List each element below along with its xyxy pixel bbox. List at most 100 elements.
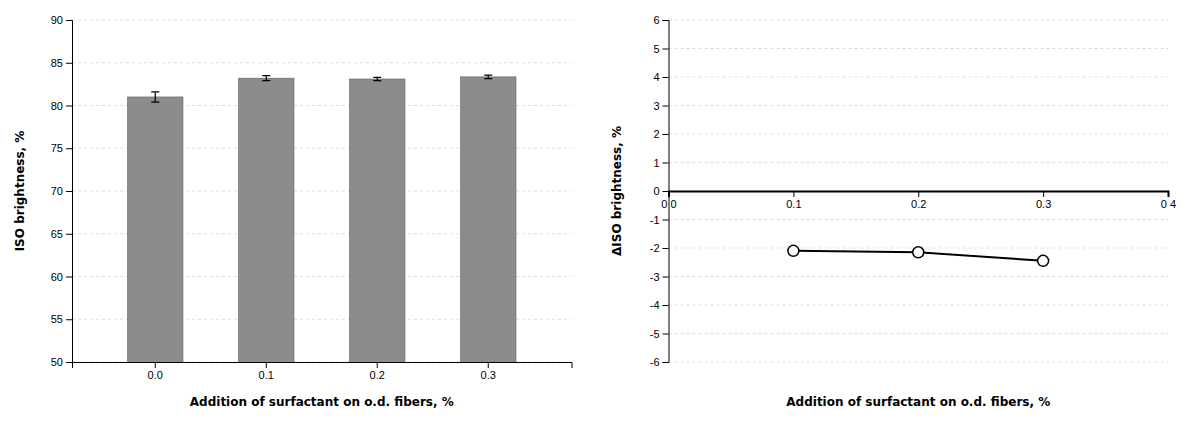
tick: 1 [653, 157, 668, 169]
y-axis-title: ISO brightness, % [13, 131, 27, 252]
grid-line [669, 305, 1169, 306]
tick-label: 1 [653, 157, 659, 169]
tick-mark [155, 362, 156, 368]
tick-mark [663, 134, 669, 135]
tick-mark [66, 277, 72, 278]
tick-label: 0.1 [786, 198, 801, 210]
tick: 0.1 [786, 191, 801, 210]
tick: -1 [650, 214, 669, 226]
tick: 0.2 [370, 362, 385, 381]
panel: 0 00.10.20.30 4-6-5-4-3-2-10123456Additi… [610, 14, 1177, 409]
error-bar [262, 76, 270, 81]
tick: 0.1 [259, 362, 274, 381]
tick: 90 [51, 14, 72, 26]
error-bar [373, 77, 381, 80]
tick-label: 50 [51, 356, 63, 368]
bar [350, 79, 406, 362]
tick: 65 [51, 228, 72, 240]
tick-label: 60 [51, 271, 63, 283]
tick-mark [66, 63, 72, 64]
tick-mark [377, 362, 378, 368]
tick: 85 [51, 57, 72, 69]
tick: -4 [650, 299, 669, 311]
tick: 0 4 [1161, 191, 1176, 210]
grid-line [669, 219, 1169, 220]
tick-mark [663, 49, 669, 50]
bar [239, 78, 295, 362]
tick: 80 [51, 100, 72, 112]
tick-label: -2 [650, 242, 660, 254]
tick-mark [488, 362, 489, 368]
tick-mark [66, 191, 72, 192]
grid-line [669, 362, 1169, 363]
panel: 0.00.10.20.3505560657075808590Addition o… [13, 14, 572, 424]
figure: 0.00.10.20.3505560657075808590Addition o… [0, 0, 1193, 424]
tick-mark [663, 277, 669, 278]
tick: 55 [51, 313, 72, 325]
tick-mark [66, 148, 72, 149]
y-axis: 505560657075808590 [51, 14, 73, 368]
error-bar [151, 92, 159, 102]
tick-label: 6 [653, 14, 659, 26]
tick-mark [663, 220, 669, 221]
tick-mark [66, 20, 72, 21]
grid-line [669, 162, 1169, 163]
tick-label: -4 [650, 299, 660, 311]
tick-mark [663, 77, 669, 78]
tick-label: 55 [51, 313, 63, 325]
tick: 50 [51, 356, 72, 368]
tick-label: 0 4 [1161, 198, 1176, 210]
tick-mark [918, 191, 919, 197]
tick-mark [663, 305, 669, 306]
point [913, 247, 924, 258]
axis-line [663, 21, 670, 363]
tick-label: -5 [650, 328, 660, 340]
chart-container: 0.00.10.20.3505560657075808590Addition o… [0, 0, 1193, 424]
tick: -5 [650, 328, 669, 340]
bar [461, 77, 517, 362]
grid-line [669, 276, 1169, 277]
tick-label: 2 [653, 128, 659, 140]
axis-line [73, 363, 573, 369]
bar [128, 97, 184, 362]
tick-mark [66, 106, 72, 107]
point [1038, 255, 1049, 266]
tick-mark [663, 334, 669, 335]
tick-label: 0.3 [481, 369, 496, 381]
tick-label: 90 [51, 14, 63, 26]
tick: 5 [653, 43, 668, 55]
grid [669, 20, 1169, 362]
tick: 0.2 [911, 191, 926, 210]
tick-label: 75 [51, 142, 63, 154]
tick: 6 [653, 14, 668, 26]
tick-mark [663, 20, 669, 21]
tick-mark [663, 106, 669, 107]
grid-line [669, 20, 1169, 21]
error-bar [484, 75, 492, 78]
tick-label: 0.1 [259, 369, 274, 381]
tick-label: 0.2 [911, 198, 926, 210]
tick: 75 [51, 142, 72, 154]
tick: 0.3 [1036, 191, 1051, 210]
x-axis: 0 00.10.20.30 4 [661, 191, 1176, 210]
tick: 2 [653, 128, 668, 140]
tick-mark [663, 191, 669, 192]
tick: -6 [650, 356, 669, 368]
grid-line [669, 134, 1169, 135]
tick-label: 0.2 [370, 369, 385, 381]
tick: 60 [51, 271, 72, 283]
tick-label: 65 [51, 228, 63, 240]
y-axis-title: ΔISO brightness, % [610, 126, 624, 256]
tick-label: 0.0 [148, 369, 163, 381]
tick: 3 [653, 100, 668, 112]
tick-label: 5 [653, 43, 659, 55]
tick-mark [663, 163, 669, 164]
tick-mark [663, 362, 669, 363]
tick-mark [66, 362, 72, 363]
tick-label: -1 [650, 214, 660, 226]
tick-label: 0 [653, 185, 659, 197]
grid-line [72, 20, 572, 21]
tick-label: 85 [51, 57, 63, 69]
tick: 0.3 [481, 362, 496, 381]
tick-mark [66, 319, 72, 320]
